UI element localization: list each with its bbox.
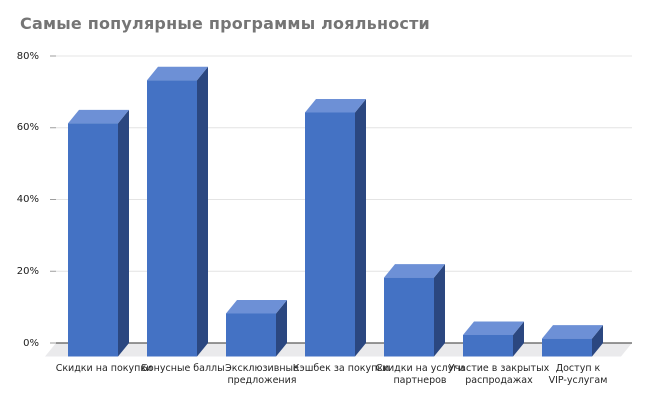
y-axis-label: 60%: [16, 122, 39, 134]
x-axis-category-label: Бонусные баллы: [141, 363, 225, 374]
bar-column: [68, 109, 129, 357]
bar-top-face: [463, 321, 524, 335]
x-axis-category-label: Скидки на покупки: [55, 363, 153, 374]
bar-top-face: [305, 99, 366, 113]
bar-column: [384, 264, 445, 357]
bar-front-face: [542, 338, 592, 357]
bar-front-face: [226, 313, 276, 357]
y-axis-label: 80%: [16, 50, 39, 62]
bar-column: [147, 66, 208, 357]
bar-column: [463, 321, 524, 357]
bar-front-face: [305, 112, 355, 357]
bar-column: [305, 99, 366, 357]
bar-side-face: [197, 66, 208, 357]
bar-front-face: [68, 123, 118, 357]
bar-side-face: [513, 321, 524, 357]
bar-side-face: [276, 299, 287, 357]
y-axis-label: 40%: [16, 194, 39, 205]
bar-side-face: [592, 325, 603, 357]
x-axis-category-label: Скидки на услуги партнеров: [375, 363, 465, 386]
y-axis-label: 20%: [16, 265, 39, 277]
bar-top-face: [226, 299, 287, 314]
bar-top-face: [147, 66, 208, 81]
x-axis-category-label: Эксклюзивные предложения: [225, 363, 299, 386]
x-axis-category-label: Участие в закрытых распродажах: [448, 363, 550, 386]
x-axis-category-label: Доступ к VIP-услугам: [548, 363, 608, 386]
bar-front-face: [147, 80, 197, 357]
bar-side-face: [118, 109, 129, 357]
bar-side-face: [355, 99, 366, 357]
x-axis-category-label: Кэшбек за покупки: [292, 363, 390, 374]
bar-top-face: [542, 325, 603, 339]
bar-column: [542, 325, 603, 357]
bar-column: [226, 299, 287, 357]
bar-front-face: [384, 277, 434, 357]
bar-top-face: [384, 264, 445, 278]
bar-front-face: [463, 334, 513, 357]
chart-title: Самые популярные программы лояльности: [20, 14, 430, 33]
bar-top-face: [68, 109, 129, 124]
bar-side-face: [434, 264, 445, 357]
y-axis-label: 0%: [23, 337, 39, 349]
